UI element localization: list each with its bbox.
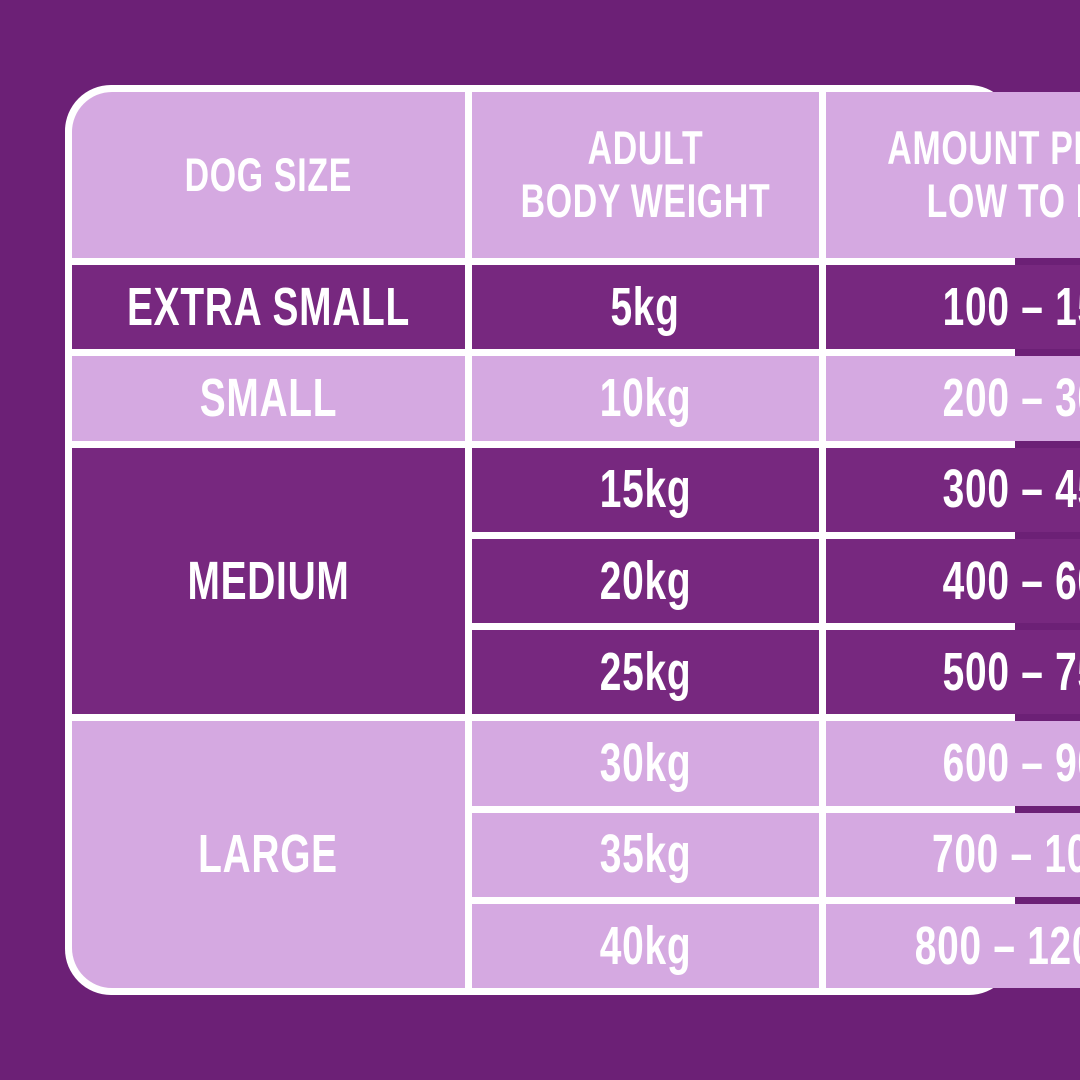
header-label-amount-per-day: AMOUNT PER DAY LOW TO HIGH bbox=[887, 121, 1080, 227]
weight-cell-15kg: 15kg bbox=[471, 447, 819, 532]
weight-value: 10kg bbox=[599, 368, 692, 429]
amount-value: 800 – 1200g + bbox=[914, 915, 1080, 976]
size-label: EXTRA SMALL bbox=[127, 276, 410, 337]
weight-value: 30kg bbox=[599, 733, 692, 794]
header-cell-amount-per-day: AMOUNT PER DAY LOW TO HIGH bbox=[825, 92, 1080, 258]
size-cell-extra-small: EXTRA SMALL bbox=[72, 265, 465, 350]
weight-value: 15kg bbox=[599, 459, 692, 520]
amount-value: 700 – 1050g bbox=[931, 824, 1080, 885]
weight-cell-35kg: 35kg bbox=[471, 812, 819, 897]
weight-cell-5kg: 5kg bbox=[471, 265, 819, 350]
amount-value: 500 – 750g bbox=[942, 641, 1080, 702]
amount-value: 200 – 300g bbox=[942, 368, 1080, 429]
amount-value: 300 – 450g bbox=[942, 459, 1080, 520]
weight-value: 25kg bbox=[599, 641, 692, 702]
weight-value: 40kg bbox=[599, 915, 692, 976]
header-cell-dog-size: DOG SIZE bbox=[72, 92, 465, 258]
amount-cell-100-150g: 100 – 150g bbox=[825, 265, 1080, 350]
amount-cell-700-1050g: 700 – 1050g bbox=[825, 812, 1080, 897]
amount-value: 400 – 600g bbox=[942, 550, 1080, 611]
weight-value: 20kg bbox=[599, 550, 692, 611]
amount-value: 100 – 150g bbox=[942, 276, 1080, 337]
size-label: SMALL bbox=[199, 368, 338, 429]
weight-cell-10kg: 10kg bbox=[471, 356, 819, 441]
size-cell-small: SMALL bbox=[72, 356, 465, 441]
header-label-dog-size: DOG SIZE bbox=[184, 147, 353, 201]
header-label-adult-body-weight: ADULT BODY WEIGHT bbox=[520, 121, 771, 227]
table-grid: DOG SIZE ADULT BODY WEIGHT AMOUNT PER DA… bbox=[72, 92, 1080, 988]
weight-value: 5kg bbox=[610, 276, 681, 337]
amount-cell-400-600g: 400 – 600g bbox=[825, 538, 1080, 623]
size-cell-medium: MEDIUM bbox=[72, 447, 465, 715]
size-cell-large: LARGE bbox=[72, 721, 465, 988]
header-cell-adult-body-weight: ADULT BODY WEIGHT bbox=[471, 92, 819, 258]
weight-cell-30kg: 30kg bbox=[471, 721, 819, 806]
amount-value: 600 – 900g bbox=[942, 733, 1080, 794]
amount-cell-300-450g: 300 – 450g bbox=[825, 447, 1080, 532]
weight-value: 35kg bbox=[599, 824, 692, 885]
amount-cell-500-750g: 500 – 750g bbox=[825, 630, 1080, 715]
weight-cell-20kg: 20kg bbox=[471, 538, 819, 623]
weight-cell-25kg: 25kg bbox=[471, 630, 819, 715]
size-label: MEDIUM bbox=[187, 550, 350, 611]
feeding-guide-table: DOG SIZE ADULT BODY WEIGHT AMOUNT PER DA… bbox=[65, 85, 1080, 995]
amount-cell-800-1200g-plus: 800 – 1200g + bbox=[825, 903, 1080, 988]
amount-cell-600-900g: 600 – 900g bbox=[825, 721, 1080, 806]
weight-cell-40kg: 40kg bbox=[471, 903, 819, 988]
amount-cell-200-300g: 200 – 300g bbox=[825, 356, 1080, 441]
size-label: LARGE bbox=[198, 824, 339, 885]
